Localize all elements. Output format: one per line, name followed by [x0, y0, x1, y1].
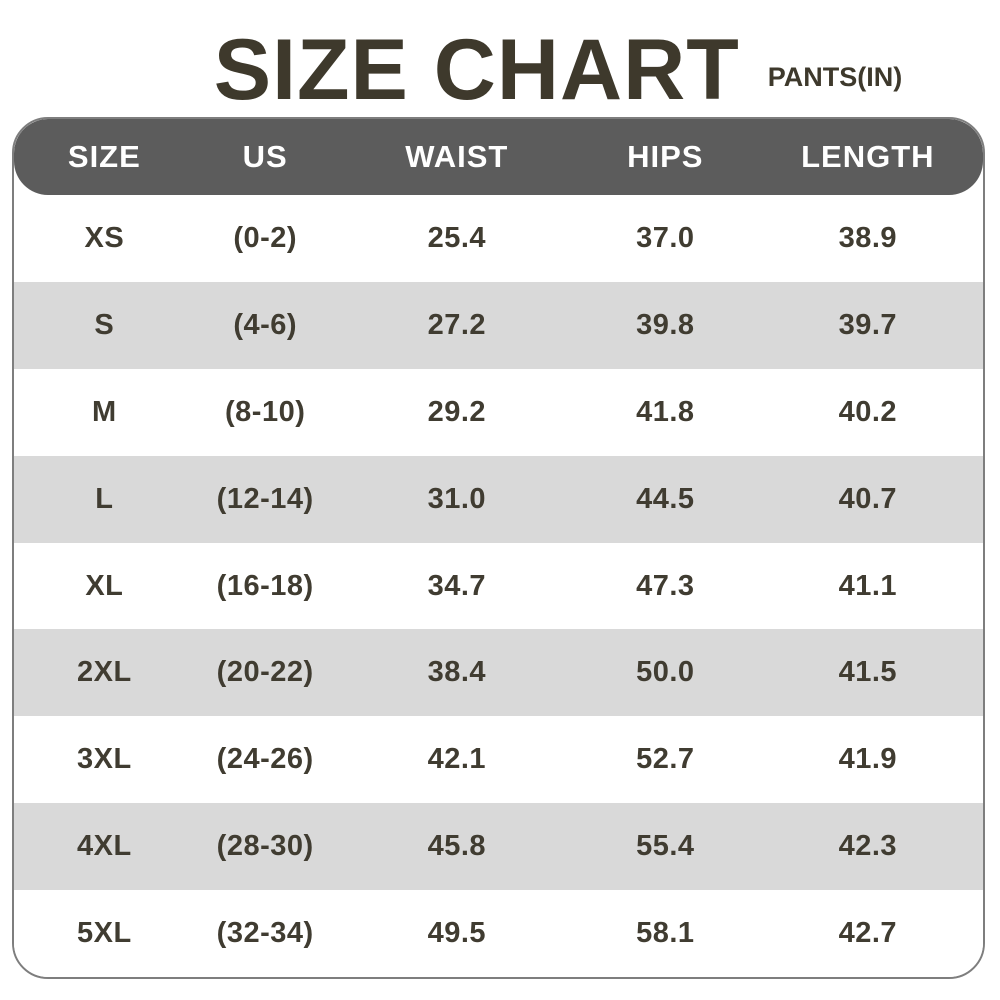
size-cell: 2XL [77, 656, 132, 689]
size-table: SIZE US WAIST HIPS LENGTH XS (0-2) 25.4 37.0 38.… [12, 117, 985, 979]
value-cell: 47.3 [636, 569, 695, 602]
value-cell: (12-14) [216, 482, 314, 515]
value-cell: (8-10) [225, 395, 306, 428]
table-row: M (8-10) 29.2 41.8 40.2 [14, 368, 983, 456]
value-cell: (24-26) [216, 743, 314, 776]
value-cell: 52.7 [636, 743, 695, 776]
value-cell: 39.7 [838, 308, 898, 341]
value-cell: 41.9 [838, 743, 898, 776]
value-cell: 42.7 [838, 917, 898, 950]
value-cell: 44.5 [636, 482, 695, 515]
size-cell: L [95, 482, 114, 515]
value-cell: 39.8 [636, 308, 695, 341]
table-row: 3XL (24-26) 42.1 52.7 41.9 [14, 716, 983, 804]
table-header-row: SIZE US WAIST HIPS LENGTH [14, 119, 983, 195]
value-cell: 41.1 [838, 569, 898, 602]
value-cell: 50.0 [636, 656, 695, 689]
column-header-hips: HIPS [627, 139, 704, 174]
size-cell: 5XL [77, 917, 132, 950]
value-cell: 37.0 [636, 221, 695, 254]
size-chart-page: SIZE CHART PANTS(IN) SIZE US WAIST HIPS LENG… [12, 0, 1000, 979]
table-row: XS (0-2) 25.4 37.0 38.9 [14, 195, 983, 282]
title-row: SIZE CHART PANTS(IN) [58, 0, 1000, 113]
value-cell: 40.2 [838, 395, 898, 428]
table-row: 5XL (32-34) 49.5 58.1 42.7 [14, 890, 983, 977]
value-cell: 41.8 [636, 395, 695, 428]
value-cell: 34.7 [427, 569, 487, 602]
title-unit-label: PANTS(IN) [767, 62, 903, 92]
value-cell: 55.4 [636, 830, 695, 863]
table-row: L (12-14) 31.0 44.5 40.7 [14, 455, 983, 543]
value-cell: 25.4 [427, 221, 487, 254]
value-cell: (32-34) [216, 917, 314, 950]
size-cell: XS [84, 221, 125, 254]
value-cell: 49.5 [427, 917, 487, 950]
size-cell: S [94, 308, 115, 341]
value-cell: 42.3 [838, 830, 898, 863]
value-cell: 40.7 [838, 482, 898, 515]
value-cell: (16-18) [216, 569, 314, 602]
value-cell: (20-22) [216, 656, 314, 689]
value-cell: 27.2 [427, 308, 487, 341]
value-cell: (28-30) [216, 830, 314, 863]
table-row: XL (16-18) 34.7 47.3 41.1 [14, 542, 983, 630]
page-title: SIZE CHART [213, 22, 740, 118]
size-cell: 3XL [77, 743, 132, 776]
size-cell: M [92, 395, 117, 428]
value-cell: 45.8 [427, 830, 487, 863]
value-cell: 42.1 [427, 743, 487, 776]
column-header-us: US [242, 139, 288, 174]
column-header-size: SIZE [67, 139, 141, 174]
value-cell: 58.1 [636, 917, 695, 950]
column-header-waist: WAIST [405, 139, 509, 174]
value-cell: 31.0 [427, 482, 487, 515]
value-cell: 29.2 [427, 395, 487, 428]
table-row: 2XL (20-22) 38.4 50.0 41.5 [14, 629, 983, 717]
size-cell: 4XL [77, 830, 132, 863]
value-cell: 38.4 [427, 656, 487, 689]
column-header-length: LENGTH [801, 139, 935, 174]
size-cell: XL [85, 569, 124, 602]
table-row: S (4-6) 27.2 39.8 39.7 [14, 281, 983, 369]
value-cell: (0-2) [233, 221, 298, 254]
value-cell: 41.5 [838, 656, 898, 689]
value-cell: 38.9 [838, 221, 898, 254]
table-row: 4XL (28-30) 45.8 55.4 42.3 [14, 803, 983, 891]
table-body: XS (0-2) 25.4 37.0 38.9 S (4-6) 27.2 39.8 39.7 M (8… [14, 195, 983, 977]
value-cell: (4-6) [233, 308, 298, 341]
